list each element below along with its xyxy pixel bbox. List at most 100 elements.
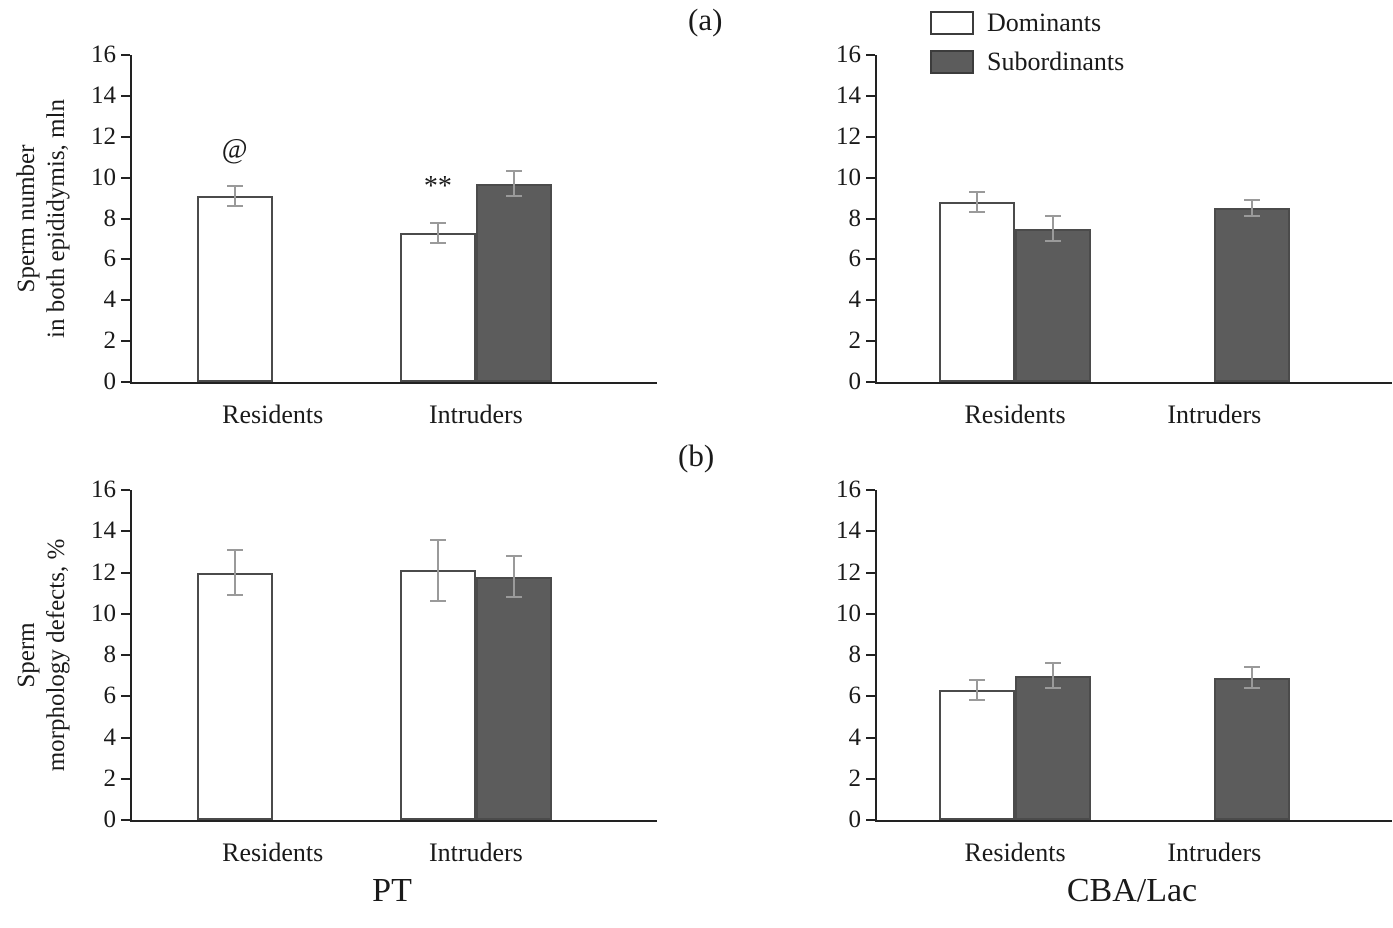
chart-panel-sperm-number-cba: 0 2 4 6 8 10 12 14 16 Residents Intruders: [836, 41, 1392, 429]
y-tick-label: 4: [103, 286, 117, 314]
bar-subordinants: [1015, 675, 1092, 820]
y-tick-label: 16: [91, 476, 116, 503]
error-bar-cap: [1045, 662, 1062, 665]
y-tick: [866, 695, 875, 698]
y-tick-label: 2: [848, 327, 862, 355]
legend-item-dominants: Dominants: [930, 8, 1124, 38]
y-tick: [121, 299, 130, 302]
y-tick-label: 16: [836, 476, 861, 503]
chart-panel-sperm-morphology-cba: 0 2 4 6 8 10 12 14 16 Residents Intruders: [836, 476, 1392, 867]
y-tick: [866, 135, 875, 138]
y-tick-label: 2: [103, 327, 117, 355]
error-bar-cap: [505, 195, 522, 198]
error-bar-cap: [1244, 215, 1261, 218]
y-tick-label: 0: [848, 368, 862, 395]
bar-dominants: [196, 196, 273, 382]
y-tick: [121, 612, 130, 615]
y-tick: [121, 176, 130, 179]
y-tick: [121, 736, 130, 739]
x-tick-label: Intruders: [1167, 838, 1262, 867]
significance-annotation: @: [221, 133, 248, 165]
y-tick-label: 2: [848, 764, 862, 792]
y-tick-label: 10: [91, 599, 116, 627]
x-tick-label: Intruders: [1167, 400, 1262, 429]
panel-label-b: (b): [678, 438, 715, 473]
error-bar: [1251, 200, 1254, 217]
y-tick: [121, 654, 130, 656]
error-bar-cap: [226, 594, 243, 597]
legend-label: Subordinants: [987, 47, 1125, 76]
bar-dominants: [196, 572, 273, 820]
error-bar-cap: [505, 555, 522, 557]
error-bar-cap: [1045, 687, 1062, 689]
y-tick-label: 6: [848, 682, 862, 710]
y-tick: [121, 695, 130, 698]
bar-subordinants: [475, 183, 552, 382]
y-tick-label: 6: [103, 245, 117, 273]
x-tick-label: Residents: [222, 400, 324, 429]
error-bar-cap: [226, 548, 243, 551]
y-tick: [121, 571, 130, 574]
y-tick: [866, 176, 875, 179]
error-bar-cap: [429, 538, 446, 541]
column-label-pt: PT: [372, 872, 412, 909]
y-tick: [866, 530, 875, 533]
y-tick-label: 6: [103, 682, 117, 710]
x-tick-label: Intruders: [428, 400, 523, 429]
bar-dominants: [399, 232, 476, 382]
y-tick-label: 4: [848, 286, 862, 314]
y-tick-label: 16: [91, 41, 116, 68]
y-tick: [121, 94, 130, 97]
chart-panel-sperm-morphology-pt: 0 2 4 6 8 10 12 14 16 Residents Intruders Sperm morp…: [13, 476, 657, 867]
error-bar: [976, 191, 979, 213]
error-bar: [436, 222, 439, 244]
error-bar: [512, 171, 515, 196]
y-tick-label: 8: [848, 641, 862, 668]
x-tick-label: Residents: [964, 838, 1066, 867]
legend-swatch-subordinants: [930, 50, 974, 74]
y-tick-label: 2: [103, 764, 117, 792]
y-tick-label: 4: [848, 723, 862, 751]
y-axis-label-line: in both epididymis, mln: [43, 99, 70, 338]
bar-subordinants: [1214, 677, 1291, 820]
y-tick-label: 12: [91, 122, 116, 150]
error-bar-cap: [429, 221, 446, 224]
error-bar-cap: [226, 205, 243, 208]
y-tick: [866, 777, 875, 780]
y-tick: [866, 489, 875, 491]
y-tick-label: 16: [836, 41, 861, 68]
y-tick: [866, 381, 875, 383]
y-tick: [866, 736, 875, 739]
error-bar-cap: [969, 699, 986, 702]
y-tick-label: 10: [836, 163, 861, 191]
error-bar-cap: [505, 596, 522, 599]
y-tick-label: 14: [91, 517, 116, 545]
y-tick-label: 10: [91, 163, 116, 191]
error-bar-cap: [505, 170, 522, 173]
y-tick-label: 8: [103, 204, 117, 232]
error-bar-cap: [1045, 215, 1062, 218]
y-tick-label: 4: [103, 723, 117, 751]
error-bar-cap: [226, 184, 243, 187]
y-axis-label-line: Sperm: [13, 622, 40, 688]
y-tick-label: 14: [836, 81, 861, 109]
x-tick-label: Residents: [222, 838, 324, 867]
y-tick-label: 0: [103, 368, 117, 395]
bar-dominants: [939, 202, 1016, 382]
y-tick: [121, 54, 130, 56]
y-axis-label: Sperm morphology defects, %: [12, 490, 74, 820]
legend: Dominants Subordinants: [930, 8, 1124, 86]
error-bar: [1251, 667, 1254, 688]
y-tick-label: 12: [836, 558, 861, 586]
legend-swatch-dominants: [930, 11, 974, 35]
chart-panel-sperm-number-pt: 0 2 4 6 8 10 12 14 16 Residents @ Intruders ** Sperm …: [13, 41, 657, 429]
bar-dominants: [939, 690, 1016, 820]
bar-subordinants: [475, 576, 552, 820]
x-tick-label: Intruders: [428, 838, 523, 867]
y-tick: [866, 654, 875, 656]
y-tick: [121, 489, 130, 491]
error-bar: [436, 539, 439, 602]
error-bar-cap: [429, 242, 446, 245]
legend-item-subordinants: Subordinants: [930, 47, 1124, 77]
